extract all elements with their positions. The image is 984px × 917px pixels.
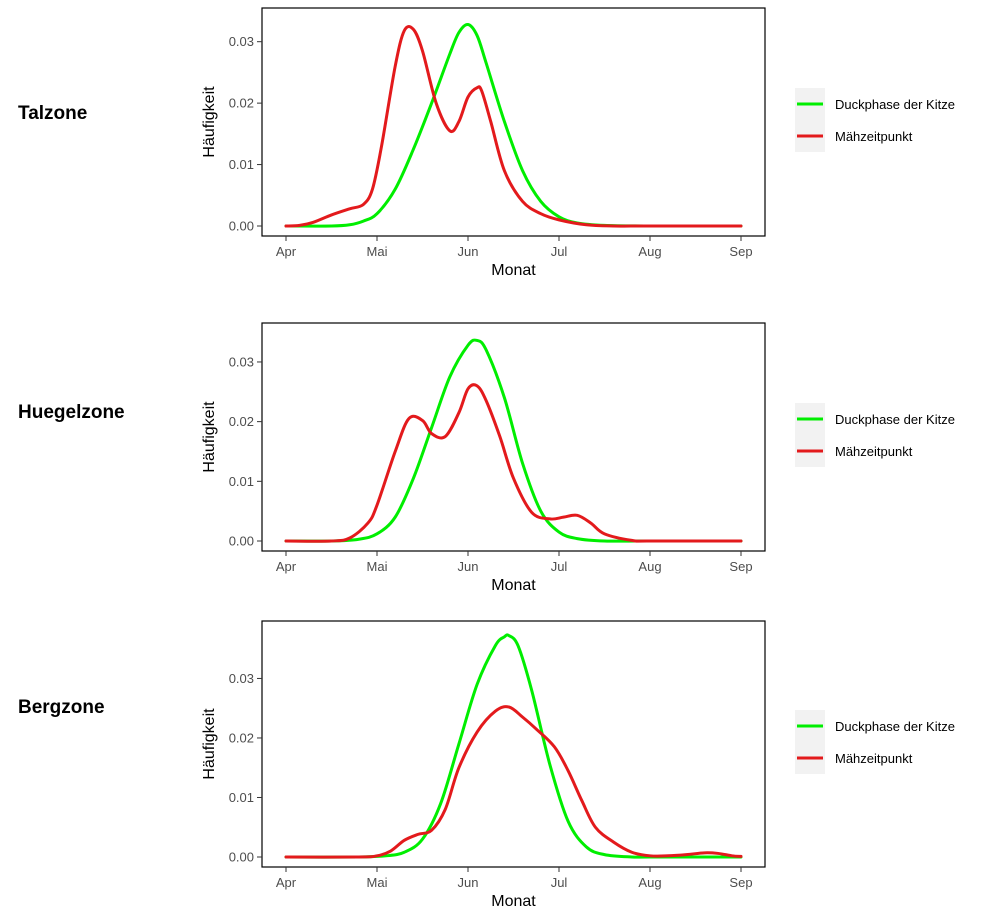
x-tick-label: Apr (276, 244, 297, 259)
y-tick-label: 0.00 (229, 534, 254, 549)
y-tick-label: 0.03 (229, 354, 254, 369)
series-line-maehzeitpunkt (284, 383, 743, 543)
series-line-maehzeitpunkt (284, 705, 743, 859)
x-tick-label: Jun (458, 875, 479, 890)
x-tick-label: Jun (458, 559, 479, 574)
zone-label: Bergzone (18, 697, 105, 718)
legend-label: Mähzeitpunkt (835, 444, 913, 459)
legend-key-background (795, 710, 825, 774)
y-tick-label: 0.01 (229, 157, 254, 172)
y-axis-title: Häufigkeit (201, 708, 218, 780)
y-tick-label: 0.01 (229, 790, 254, 805)
x-tick-label: Jun (458, 244, 479, 259)
density-chart-huegelzone: 0.00 0.01 0.02 0.03 Apr Mai Jun Jul Aug Sep Monat H… (201, 322, 955, 594)
legend-label: Duckphase der Kitze (835, 412, 955, 427)
y-tick-label: 0.02 (229, 414, 254, 429)
series-line-duckphase (284, 338, 743, 543)
x-tick-label: Jul (551, 559, 568, 574)
x-tick-label: Aug (638, 875, 661, 890)
y-axis-title: Häufigkeit (201, 401, 218, 473)
x-tick-label: Apr (276, 875, 297, 890)
x-tick-label: Sep (729, 559, 752, 574)
legend-key-background (795, 403, 825, 467)
x-tick-label: Mai (367, 559, 388, 574)
x-tick-label: Apr (276, 559, 297, 574)
y-tick-label: 0.03 (229, 34, 254, 49)
legend-label: Mähzeitpunkt (835, 751, 913, 766)
panel-talzone: Talzone 0.00 0.01 0.02 0.03 Apr Mai Jun Jul Aug S… (0, 0, 984, 300)
zone-label: Talzone (18, 103, 88, 124)
series-line-maehzeitpunkt (284, 24, 743, 228)
legend-label: Mähzeitpunkt (835, 129, 913, 144)
y-tick-label: 0.02 (229, 730, 254, 745)
legend-key-background (795, 88, 825, 152)
panel-bergzone: Bergzone 0.00 0.01 0.02 0.03 Apr Mai Jun Jul Aug… (0, 613, 984, 913)
x-tick-label: Mai (367, 875, 388, 890)
density-chart-bergzone: 0.00 0.01 0.02 0.03 Apr Mai Jun Jul Aug Sep Monat H… (201, 620, 955, 910)
legend-label: Duckphase der Kitze (835, 97, 955, 112)
y-tick-label: 0.00 (229, 219, 254, 234)
y-tick-label: 0.00 (229, 850, 254, 865)
x-tick-label: Sep (729, 875, 752, 890)
y-tick-label: 0.01 (229, 474, 254, 489)
legend-label: Duckphase der Kitze (835, 719, 955, 734)
zone-label: Huegelzone (18, 402, 125, 423)
panel-huegelzone: Huegelzone 0.00 0.01 0.02 0.03 Apr Mai Jun Jul A… (0, 305, 984, 605)
y-tick-label: 0.03 (229, 671, 254, 686)
x-tick-label: Jul (551, 875, 568, 890)
x-axis-title: Monat (491, 577, 536, 594)
density-chart-talzone: 0.00 0.01 0.02 0.03 Apr Mai Jun Jul Aug Sep Monat H… (201, 7, 955, 279)
plot-frame (261, 620, 766, 868)
plot-frame (261, 322, 766, 552)
x-axis-title: Monat (491, 262, 536, 279)
x-axis-title: Monat (491, 893, 536, 910)
x-tick-label: Jul (551, 244, 568, 259)
x-tick-label: Sep (729, 244, 752, 259)
plot-frame (261, 7, 766, 237)
x-tick-label: Aug (638, 244, 661, 259)
y-tick-label: 0.02 (229, 96, 254, 111)
x-tick-label: Mai (367, 244, 388, 259)
x-tick-label: Aug (638, 559, 661, 574)
y-axis-title: Häufigkeit (201, 86, 218, 158)
series-line-duckphase (284, 633, 743, 859)
